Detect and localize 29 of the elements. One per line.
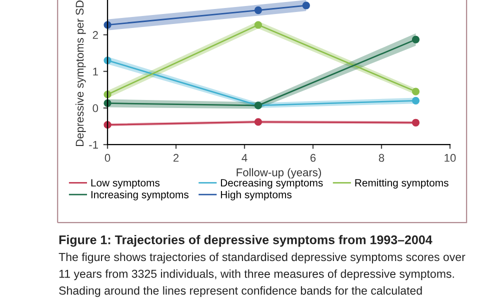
point bbox=[254, 6, 262, 14]
point bbox=[254, 21, 262, 29]
point bbox=[412, 96, 420, 104]
point bbox=[254, 118, 262, 126]
x-tick-label: 6 bbox=[310, 154, 316, 162]
x-axis-title: Follow-up (years) bbox=[236, 168, 321, 179]
point bbox=[412, 118, 420, 126]
x-tick-label: 8 bbox=[378, 154, 384, 162]
legend-label: Low symptoms bbox=[91, 179, 160, 189]
x-tick-label: 0 bbox=[104, 154, 110, 162]
x-tick-label: 2 bbox=[173, 154, 179, 162]
point bbox=[412, 88, 420, 96]
legend-label: Increasing symptoms bbox=[91, 190, 189, 200]
x-tick-label: 10 bbox=[444, 154, 456, 162]
text: The figure shows trajectories of standardised depressive symptoms scores over bbox=[58, 252, 466, 264]
y-axis-title: Depressive symptoms per SD bbox=[75, 0, 86, 146]
legend-label: Remitting symptoms bbox=[355, 178, 448, 189]
text: Shading around the lines represent confidence bands for the calculated bbox=[59, 286, 422, 297]
text: Figure 1: Trajectories of depressive symptoms from 1993–2004 bbox=[59, 235, 432, 247]
y-tick-label: 1 bbox=[93, 68, 98, 76]
point bbox=[302, 2, 310, 10]
x-tick-label: 4 bbox=[242, 154, 248, 162]
point bbox=[412, 36, 420, 44]
y-tick-label: 0 bbox=[92, 104, 98, 112]
legend-label: High symptoms bbox=[220, 190, 292, 200]
legend-label: Decreasing symptoms bbox=[220, 178, 323, 189]
y-tick-label: 2 bbox=[92, 31, 98, 39]
y-tick-label: -1 bbox=[89, 140, 98, 149]
text: 11 years from 3325 individuals, with three measures of depressive symptoms. bbox=[59, 269, 454, 280]
